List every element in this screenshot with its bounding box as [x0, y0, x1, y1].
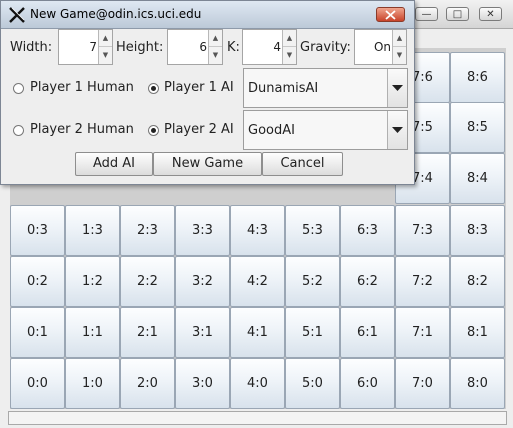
width-spinner[interactable]: 7 ▲ ▼ [58, 29, 113, 65]
board-cell[interactable]: 1:3 [65, 205, 120, 256]
dialog-title-bar: New Game@odin.ics.uci.edu [1, 1, 414, 29]
dialog-title: New Game@odin.ics.uci.edu [30, 7, 202, 21]
board-cell[interactable]: 8:3 [450, 205, 505, 256]
minimize-icon[interactable]: — [415, 7, 438, 21]
board-cell[interactable]: 3:2 [175, 256, 230, 307]
board-cell[interactable]: 3:3 [175, 205, 230, 256]
board-cell[interactable]: 7:0 [395, 358, 450, 409]
spinner-up-icon[interactable]: ▲ [283, 30, 296, 47]
board-cell[interactable]: 6:3 [340, 205, 395, 256]
add-ai-button[interactable]: Add AI [75, 152, 153, 176]
board-cell[interactable]: 0:2 [10, 256, 65, 307]
spinner-up-icon[interactable]: ▲ [393, 30, 406, 47]
gravity-value[interactable]: On [373, 40, 391, 54]
gravity-label: Gravity: [300, 40, 351, 55]
board-cell[interactable]: 2:0 [120, 358, 175, 409]
player1-ai-selected[interactable]: DunamisAI [248, 81, 319, 96]
x-window-icon [9, 7, 25, 23]
board-cell[interactable]: 0:1 [10, 307, 65, 358]
spinner-up-icon[interactable]: ▲ [209, 30, 222, 47]
board-cell[interactable]: 5:2 [285, 256, 340, 307]
board-cell[interactable]: 7:1 [395, 307, 450, 358]
board-cell[interactable]: 5:3 [285, 205, 340, 256]
status-bar [8, 411, 507, 425]
spinner-up-icon[interactable]: ▲ [99, 30, 112, 47]
player1-ai-radio[interactable] [148, 83, 159, 94]
board-cell[interactable]: 3:0 [175, 358, 230, 409]
player2-ai-select[interactable]: GoodAI [243, 110, 408, 150]
close-icon[interactable]: ✕ [479, 7, 502, 21]
board-cell[interactable]: 5:0 [285, 358, 340, 409]
cancel-button[interactable]: Cancel [262, 152, 343, 176]
dialog-close-button[interactable] [376, 7, 405, 22]
k-spinner[interactable]: 4 ▲ ▼ [242, 29, 297, 65]
board-cell[interactable]: 7:2 [395, 256, 450, 307]
board-cell[interactable]: 8:4 [450, 153, 505, 204]
maximize-icon[interactable]: □ [446, 7, 469, 21]
board-cell[interactable]: 4:0 [230, 358, 285, 409]
height-spinner[interactable]: 6 ▲ ▼ [167, 29, 223, 65]
width-value[interactable]: 7 [89, 40, 97, 54]
new-game-dialog: New Game@odin.ics.uci.edu Width: 7 ▲ ▼ H… [0, 0, 415, 185]
board-cell[interactable]: 8:6 [450, 52, 505, 103]
player1-human-radio[interactable] [13, 83, 24, 94]
gravity-spinner[interactable]: On ▲ ▼ [354, 29, 407, 65]
chevron-down-icon[interactable] [387, 69, 407, 107]
player2-human-radio[interactable] [13, 125, 24, 136]
height-value[interactable]: 6 [199, 40, 207, 54]
spinner-down-icon[interactable]: ▼ [102, 51, 109, 59]
board-cell[interactable]: 6:1 [340, 307, 395, 358]
player1-human-label[interactable]: Player 1 Human [30, 80, 134, 95]
width-label: Width: [10, 40, 53, 55]
board-cell[interactable]: 8:1 [450, 307, 505, 358]
board-cell[interactable]: 5:1 [285, 307, 340, 358]
board-cell[interactable]: 2:2 [120, 256, 175, 307]
board-cell[interactable]: 4:1 [230, 307, 285, 358]
board-cell[interactable]: 8:0 [450, 358, 505, 409]
k-label: K: [227, 40, 240, 55]
board-cell[interactable]: 0:3 [10, 205, 65, 256]
board-cell[interactable]: 4:2 [230, 256, 285, 307]
board-cell[interactable]: 6:2 [340, 256, 395, 307]
board-cell[interactable]: 8:5 [450, 102, 505, 153]
player1-ai-select[interactable]: DunamisAI [243, 68, 408, 108]
chevron-down-icon[interactable] [387, 111, 407, 149]
player2-ai-label[interactable]: Player 2 AI [164, 122, 234, 137]
board-cell[interactable]: 0:0 [10, 358, 65, 409]
player2-ai-radio[interactable] [148, 125, 159, 136]
close-icon [385, 10, 396, 20]
board-cell[interactable]: 1:0 [65, 358, 120, 409]
board-cell[interactable]: 6:0 [340, 358, 395, 409]
board-cell[interactable]: 8:2 [450, 256, 505, 307]
board-cell[interactable]: 1:2 [65, 256, 120, 307]
new-game-button[interactable]: New Game [153, 152, 262, 176]
board-cell[interactable]: 2:3 [120, 205, 175, 256]
spinner-down-icon[interactable]: ▼ [286, 51, 293, 59]
k-value[interactable]: 4 [273, 40, 281, 54]
player2-ai-selected[interactable]: GoodAI [248, 123, 295, 138]
board-cell[interactable]: 2:1 [120, 307, 175, 358]
board-cell[interactable]: 7:3 [395, 205, 450, 256]
board-cell[interactable]: 4:3 [230, 205, 285, 256]
board-cell[interactable]: 3:1 [175, 307, 230, 358]
height-label: Height: [116, 40, 164, 55]
board-cell[interactable]: 1:1 [65, 307, 120, 358]
player1-ai-label[interactable]: Player 1 AI [164, 80, 234, 95]
player2-human-label[interactable]: Player 2 Human [30, 122, 134, 137]
spinner-down-icon[interactable]: ▼ [212, 51, 219, 59]
spinner-down-icon[interactable]: ▼ [396, 51, 403, 59]
